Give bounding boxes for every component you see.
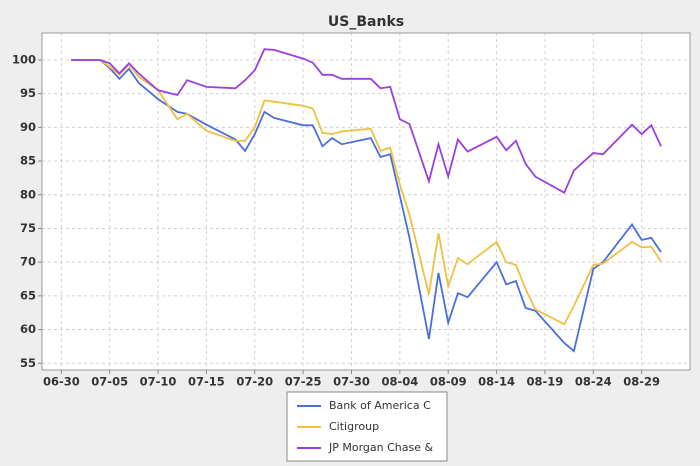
y-tick-label: 90 (20, 120, 36, 134)
x-tick-label: 08-09 (430, 375, 467, 389)
y-tick-label: 80 (20, 187, 36, 201)
series-line (71, 59, 662, 353)
x-tick-label: 08-14 (478, 375, 515, 389)
x-tick-label: 08-24 (575, 375, 612, 389)
y-tick-label: 95 (20, 86, 36, 100)
legend-label: Bank of America C (329, 399, 431, 412)
chart-title: US_Banks (328, 14, 404, 30)
x-tick-label: 07-30 (333, 375, 370, 389)
x-tick-label: 07-20 (236, 375, 273, 389)
x-tick-label: 07-05 (91, 375, 128, 389)
x-tick-label: 08-04 (381, 375, 418, 389)
x-tick-label: 07-15 (188, 375, 225, 389)
y-tick-label: 85 (20, 154, 36, 168)
y-tick-label: 100 (12, 52, 36, 66)
legend-label: Citigroup (329, 420, 379, 433)
series-line (71, 48, 662, 194)
x-tick-label: 08-19 (527, 375, 564, 389)
x-tick-label: 08-29 (623, 375, 660, 389)
y-tick-label: 55 (20, 356, 36, 370)
y-tick-label: 60 (20, 322, 36, 336)
x-tick-label: 07-10 (140, 375, 177, 389)
series-line (71, 59, 662, 326)
x-tick-label: 06-30 (43, 375, 80, 389)
y-tick-label: 65 (20, 288, 36, 302)
legend-label: JP Morgan Chase & (328, 441, 434, 454)
x-tick-label: 07-25 (285, 375, 322, 389)
y-tick-label: 70 (20, 255, 36, 269)
y-tick-label: 75 (20, 221, 36, 235)
